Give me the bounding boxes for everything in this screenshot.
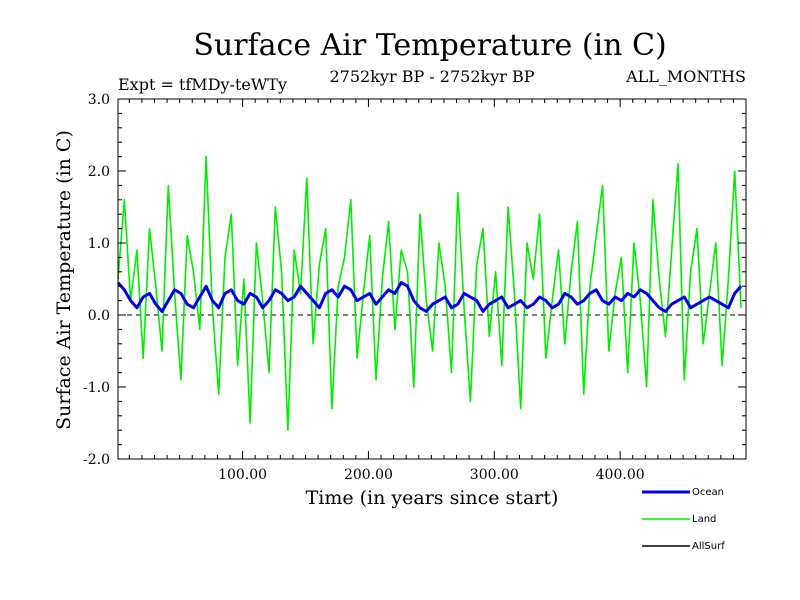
legend: Ocean Land AllSurf [642,487,725,552]
x-tick-label: 200.00 [344,467,393,483]
months-label: ALL_MONTHS [625,67,746,86]
legend-label-land: Land [692,514,716,525]
plot-frame [117,98,747,460]
series-line-land [117,155,742,432]
y-axis: -2.0 -1.0 0.0 1.0 2.0 3.0 [83,92,746,468]
y-tick-label: -2.0 [83,452,110,468]
x-axis: 100.00 200.00 300.00 400.00 [128,99,734,483]
y-tick-label: 3.0 [88,92,110,108]
y-tick-label: 2.0 [88,164,110,180]
x-tick-label: 300.00 [470,467,519,483]
x-tick-label: 400.00 [596,467,645,483]
y-tick-label: 1.0 [88,236,110,252]
series-line-ocean [116,281,743,313]
y-axis-label: Surface Air Temperature (in C) [53,130,75,430]
y-tick-label: 0.0 [88,308,110,324]
legend-label-ocean: Ocean [692,487,724,498]
experiment-label: Expt = tfMDy-teWTy [118,75,287,94]
legend-label-allsurf: AllSurf [692,541,725,552]
period-label: 2752kyr BP - 2752kyr BP [330,67,535,86]
x-axis-label: Time (in years since start) [306,487,559,509]
plot-area [116,98,747,460]
y-tick-label: -1.0 [83,380,110,396]
x-tick-label: 100.00 [218,467,267,483]
chart-title: Surface Air Temperature (in C) [193,28,666,63]
